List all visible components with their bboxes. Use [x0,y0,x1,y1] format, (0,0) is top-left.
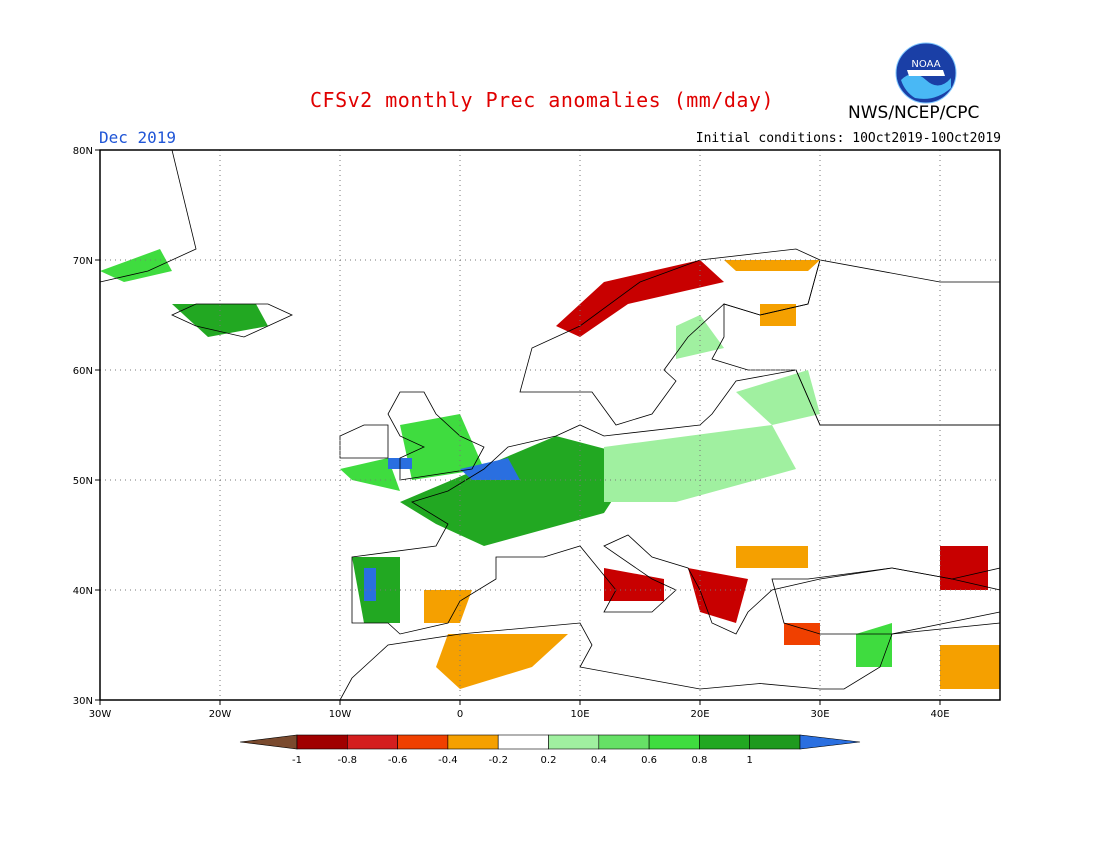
anomaly-region-9 [364,568,376,601]
legend-swatch [548,734,600,750]
coastline-north-africa [339,611,1001,701]
noaa-logo-icon: NOAA [895,42,957,104]
legend-swatch [598,734,650,750]
legend-swatch [497,734,549,750]
legend-label: 0.4 [591,755,607,766]
anomaly-region-23 [856,623,892,667]
lat-tick-label: 50N [73,476,93,487]
legend-label: -0.4 [438,755,458,766]
legend-label: -0.6 [388,755,408,766]
agency-label: NWS/NCEP/CPC [848,103,980,123]
legend-swatch [749,734,801,750]
lat-tick-label: 70N [73,256,93,267]
anomaly-region-14 [604,568,664,601]
lat-tick-label: 30N [73,696,93,707]
legend-label: -0.8 [338,755,358,766]
color-legend: -1 -0.8 -0.6 -0.4 -0.2 0.2 0.4 0.6 0.8 1 [239,734,861,766]
map-title: CFSv2 monthly Prec anomalies (mm/day) [310,88,775,112]
lon-tick-label: 0 [457,709,463,720]
legend-label: 0.2 [541,755,557,766]
anomaly-region-21 [940,546,988,590]
graticule [100,150,1000,700]
map-frame [99,149,1001,701]
anomaly-layer [100,249,1000,689]
anomaly-region-7 [736,370,820,425]
legend-swatch [648,734,700,750]
anomaly-region-18 [556,260,724,337]
legend-swatch [699,734,751,750]
forecast-month: Dec 2019 [99,128,177,147]
lon-tick-label: 20E [690,709,709,720]
lon-tick-label: 10E [570,709,589,720]
anomaly-region-13 [436,634,568,689]
lon-tick-label: 30E [810,709,829,720]
coastline-central-europe [351,369,1001,635]
lat-tick-label: 60N [73,366,93,377]
coastline-ireland [339,424,389,459]
anomaly-region-2 [340,458,400,491]
anomaly-region-17 [784,623,820,645]
anomaly-region-22 [940,645,1000,689]
anomaly-region-3 [400,414,484,480]
legend-swatch [397,734,449,750]
legend-label: 1 [747,755,753,766]
anomaly-region-4 [400,436,640,546]
coastline-iceland [171,303,293,338]
lon-tick-label: 40E [930,709,949,720]
lat-tick-label: 80N [73,146,93,157]
legend-arrow-low [239,734,298,750]
lon-tick-label: 20W [209,709,232,720]
legend-label: 0.8 [691,755,707,766]
anomaly-region-15 [688,568,748,623]
legend-label: 0.6 [641,755,657,766]
anomaly-region-20 [760,304,796,326]
coastline-britain [387,391,485,481]
coastline-layer [99,149,1001,701]
legend-swatch [296,734,348,750]
lon-tick-label: 30W [89,709,112,720]
anomaly-region-16 [736,546,808,568]
initial-conditions: Initial conditions: 10Oct2019-10Oct2019 [695,131,1001,146]
legend-label: -0.2 [488,755,508,766]
legend-swatch [447,734,499,750]
anomaly-region-0 [100,249,172,282]
legend-label: -1 [292,755,302,766]
anomaly-region-19 [724,260,820,271]
legend-swatch [346,734,398,750]
anomaly-region-5 [604,425,796,502]
anomaly-region-6 [676,315,724,359]
logo-text: NOAA [911,59,940,70]
anomaly-region-12 [424,590,472,623]
legend-arrow-high [799,734,861,750]
lon-tick-label: 10W [329,709,352,720]
axis-ticks: 30W 20W 10W 0 10E 20E 30E 40E 80N 70N 60N 50N 40N 30N [73,146,950,720]
lat-tick-label: 40N [73,586,93,597]
